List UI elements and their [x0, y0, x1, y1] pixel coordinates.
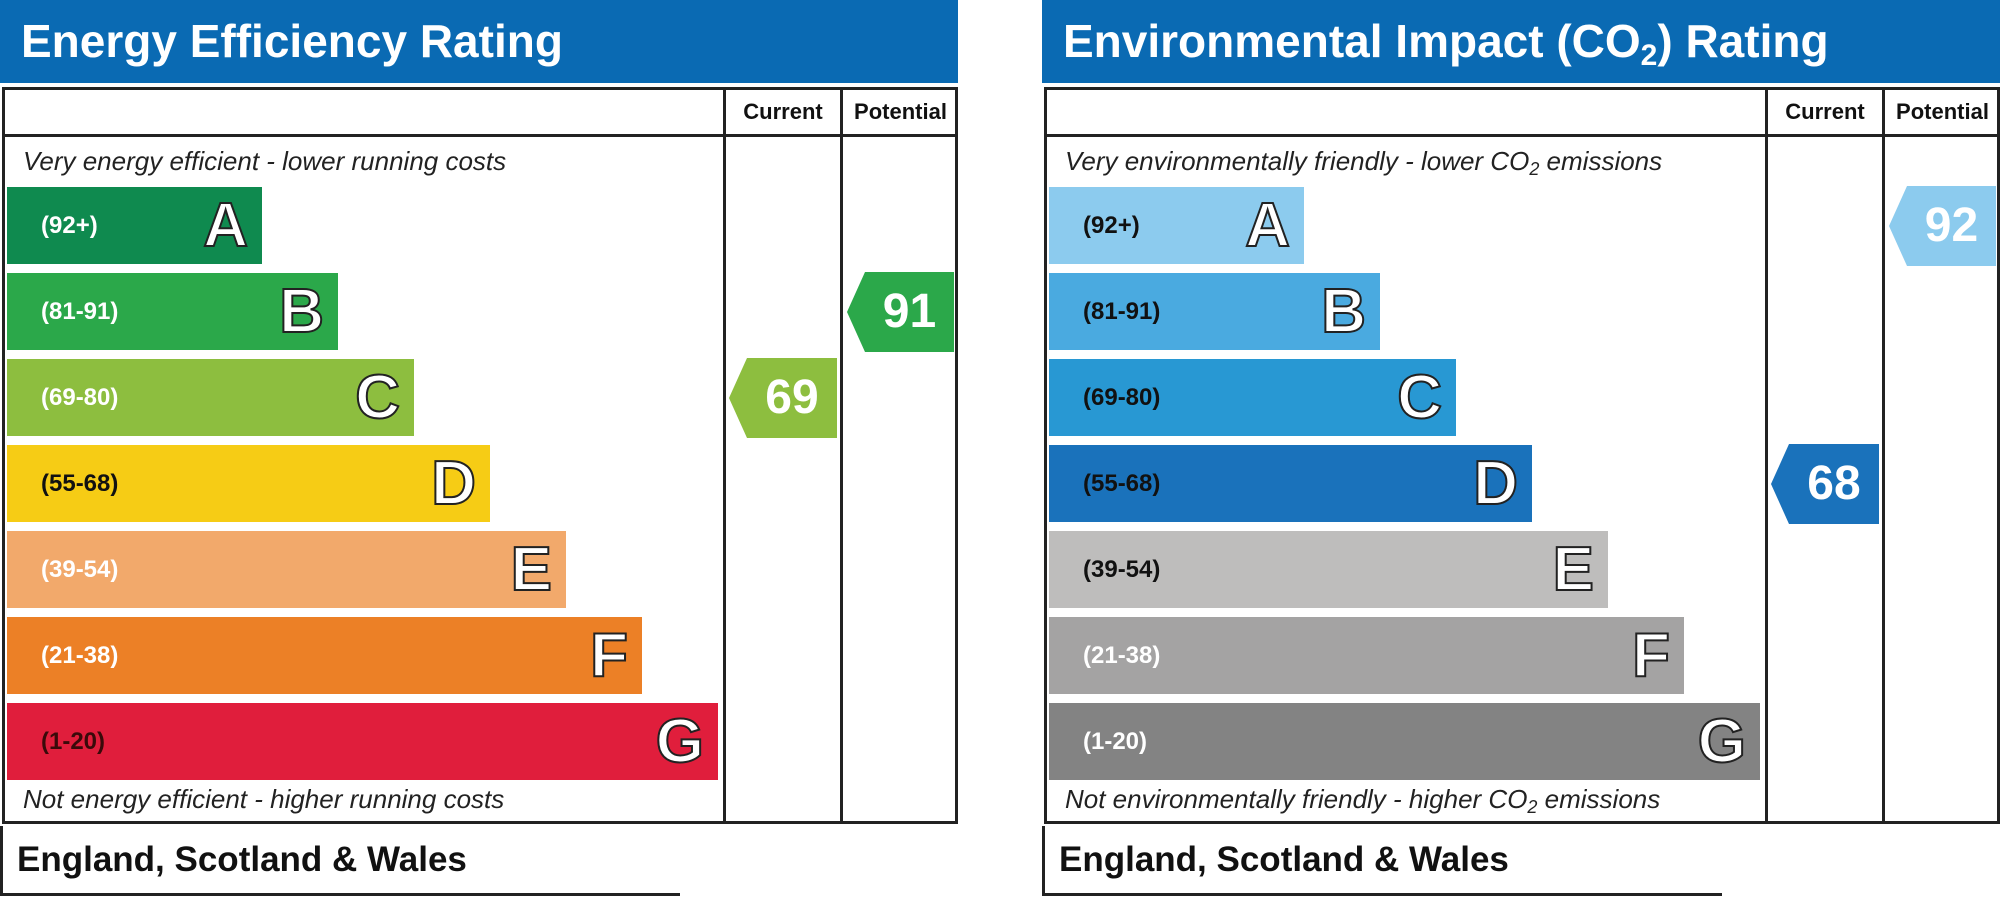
band-range-label: (69-80) [1083, 384, 1161, 411]
bottom-note-subscript: 2 [1527, 797, 1538, 817]
band-letter: A [202, 190, 249, 261]
band-d: (55-68) D [7, 445, 490, 522]
band-letter: E [510, 534, 553, 605]
bottom-note: Not energy efficient - higher running co… [23, 784, 505, 814]
top-note: Very energy efficient - lower running co… [23, 146, 507, 176]
rating-value-current: 68 [1807, 456, 1861, 510]
column-header-current: Current [743, 99, 823, 124]
band-f: (21-38) F [1049, 617, 1684, 694]
band-range-label: (81-91) [1083, 298, 1161, 325]
band-f: (21-38) F [7, 617, 642, 694]
band-g: (1-20) G [7, 703, 718, 780]
band-range-label: (92+) [41, 212, 98, 239]
header-divider [5, 134, 955, 137]
band-letter: F [589, 620, 629, 691]
chart-title-subscript: 2 [1640, 39, 1658, 72]
column-divider [840, 90, 843, 821]
band-letter: D [1472, 448, 1519, 519]
top-note: Very environmentally friendly - lower CO… [1065, 146, 1662, 180]
header-divider [1047, 134, 1997, 137]
band-letter: A [1244, 190, 1291, 261]
band-range-label: (39-54) [1083, 556, 1161, 583]
band-range-label: (21-38) [1083, 642, 1161, 669]
band-letter: G [1697, 706, 1747, 777]
band-g: (1-20) G [1049, 703, 1760, 780]
band-letter: B [278, 276, 325, 347]
top-note-subscript: 2 [1529, 159, 1540, 179]
band-e: (39-54) E [7, 531, 566, 608]
column-divider [1882, 90, 1885, 821]
band-b: (81-91) B [1049, 273, 1380, 350]
rating-frame: Current Potential Very environmentally f… [1044, 87, 2000, 824]
column-divider [723, 90, 726, 821]
band-a: (92+) A [7, 187, 262, 264]
arrow-polygon [1889, 185, 1996, 266]
rating-marker-potential: 92 [1889, 185, 1996, 266]
region-label: England, Scotland & Wales [1059, 840, 1509, 879]
band-letter: D [430, 448, 477, 519]
band-range-label: (55-68) [41, 470, 119, 497]
chart-title: Environmental Impact (CO2) Rating [1042, 0, 2000, 83]
band-range-label: (39-54) [41, 556, 119, 583]
environmental-impact-panel: Environmental Impact (CO2) Rating Curren… [1042, 0, 2000, 899]
rating-value-current: 69 [765, 370, 819, 424]
arrow-shape [1889, 185, 1996, 266]
rating-value-potential: 91 [882, 284, 937, 338]
rating-value-potential: 92 [1924, 198, 1979, 252]
band-b: (81-91) B [7, 273, 338, 350]
arrow-polygon [729, 357, 837, 438]
arrow-shape [1771, 443, 1879, 524]
band-range-label: (21-38) [41, 642, 119, 669]
region-footer: England, Scotland & Wales [1042, 826, 1722, 896]
band-range-label: (81-91) [41, 298, 119, 325]
top-note-main: Very environmentally friendly - lower CO [1065, 146, 1530, 176]
band-c: (69-80) C [1049, 359, 1456, 436]
rating-frame: Current Potential Very energy efficient … [2, 87, 958, 824]
band-letter: E [1552, 534, 1595, 605]
bottom-note-main: Not environmentally friendly - higher CO [1065, 784, 1528, 814]
region-footer: England, Scotland & Wales [0, 826, 680, 896]
chart-title: Energy Efficiency Rating [0, 0, 958, 83]
arrow-shape [729, 357, 837, 438]
column-header-potential: Potential [854, 99, 947, 124]
column-header-potential: Potential [1896, 99, 1989, 124]
band-range-label: (69-80) [41, 384, 119, 411]
band-range-label: (92+) [1083, 212, 1140, 239]
band-letter: C [1396, 362, 1443, 433]
arrow-polygon [847, 271, 954, 352]
region-label: England, Scotland & Wales [17, 840, 467, 879]
bottom-note: Not environmentally friendly - higher CO… [1065, 784, 1660, 818]
rating-marker-current: 68 [1771, 443, 1879, 524]
band-range-label: (1-20) [1083, 728, 1148, 755]
energy-efficiency-panel: Energy Efficiency Rating Current Potenti… [0, 0, 958, 899]
arrow-polygon [1771, 443, 1879, 524]
rating-marker-current: 69 [729, 357, 837, 438]
chart-title-end: ) Rating [1657, 15, 1829, 67]
band-range-label: (55-68) [1083, 470, 1161, 497]
column-divider [1765, 90, 1768, 821]
rating-marker-potential: 91 [847, 271, 954, 352]
band-letter: F [1631, 620, 1671, 691]
bottom-note-end: emissions [1537, 784, 1661, 814]
band-a: (92+) A [1049, 187, 1304, 264]
column-header-current: Current [1785, 99, 1865, 124]
band-d: (55-68) D [1049, 445, 1532, 522]
band-letter: C [354, 362, 401, 433]
top-note-end: emissions [1539, 146, 1663, 176]
band-letter: G [655, 706, 705, 777]
band-c: (69-80) C [7, 359, 414, 436]
band-letter: B [1320, 276, 1367, 347]
band-e: (39-54) E [1049, 531, 1608, 608]
band-range-label: (1-20) [41, 728, 106, 755]
arrow-shape [847, 271, 954, 352]
chart-title-main: Environmental Impact (CO [1063, 15, 1641, 67]
